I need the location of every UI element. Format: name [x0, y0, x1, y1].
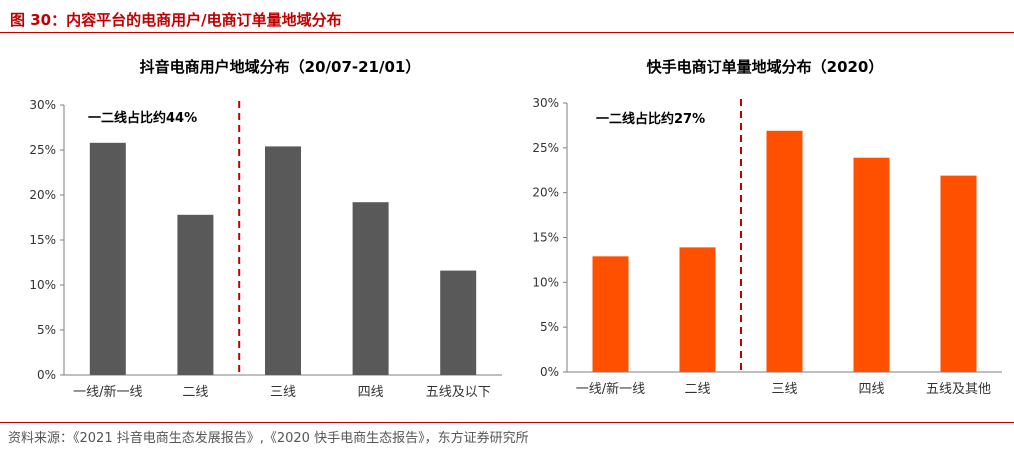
x-tick-label: 一线/新一线: [576, 381, 645, 397]
y-tick-label: 10%: [29, 278, 56, 292]
annotation-label: 一二线占比约27%: [596, 111, 705, 127]
right-chart-title: 快手电商订单量地域分布（2020）: [646, 58, 884, 76]
right-bar-chart: 0% 5% 10% 15% 20% 25% 30% 一线/新一线 二线 三线 四线 五线及其他 一二线占…: [532, 96, 1002, 397]
y-tick-label: 15%: [29, 233, 56, 247]
bar: [265, 146, 301, 375]
y-tick-label: 25%: [29, 143, 56, 157]
y-tick-label: 30%: [29, 98, 56, 112]
x-tick-label: 三线: [270, 385, 296, 400]
bar: [352, 202, 389, 375]
figure-title: 图 30：内容平台的电商用户/电商订单量地域分布: [10, 11, 342, 29]
bottom-rule: [0, 422, 1014, 423]
y-tick-label: 0%: [540, 365, 559, 379]
x-tick-label: 五线及其他: [926, 382, 991, 397]
y-tick-label: 10%: [532, 275, 559, 289]
figure-source: 资料来源：《2021 抖音电商生态发展报告》,《2020 快手电商生态报告》，东…: [8, 431, 529, 446]
y-tick-label: 30%: [532, 96, 559, 110]
y-tick-label: 5%: [37, 323, 56, 337]
y-tick-label: 15%: [532, 231, 559, 245]
bar: [592, 256, 629, 372]
x-tick-label: 四线: [358, 385, 384, 400]
bar: [89, 142, 126, 375]
figure-header: 图 30：内容平台的电商用户/电商订单量地域分布: [0, 0, 1014, 34]
bar: [177, 214, 214, 375]
bar: [440, 270, 477, 375]
y-tick-label: 25%: [532, 141, 559, 155]
x-tick-label: 一线/新一线: [73, 384, 142, 400]
x-tick-label: 二线: [684, 382, 710, 397]
x-tick-label: 二线: [182, 385, 208, 400]
left-bar-chart: 0% 5% 10% 15% 20% 25% 30% 一线/新一线 二线 三线 四线 五线及以下 一二线占…: [29, 98, 502, 400]
x-tick-label: 三线: [771, 382, 797, 397]
bar: [940, 175, 977, 372]
bar: [853, 157, 890, 372]
x-tick-label: 四线: [858, 382, 884, 397]
annotation-label: 一二线占比约44%: [88, 110, 197, 126]
y-tick-label: 0%: [37, 368, 56, 382]
y-tick-label: 5%: [540, 320, 559, 334]
y-tick-label: 20%: [532, 186, 559, 200]
x-tick-label: 五线及以下: [426, 385, 491, 400]
bar: [766, 130, 803, 372]
y-tick-label: 20%: [29, 188, 56, 202]
left-chart-title: 抖音电商用户地域分布（20/07-21/01）: [139, 58, 421, 76]
top-rule: [0, 32, 1014, 33]
bar: [679, 247, 716, 372]
